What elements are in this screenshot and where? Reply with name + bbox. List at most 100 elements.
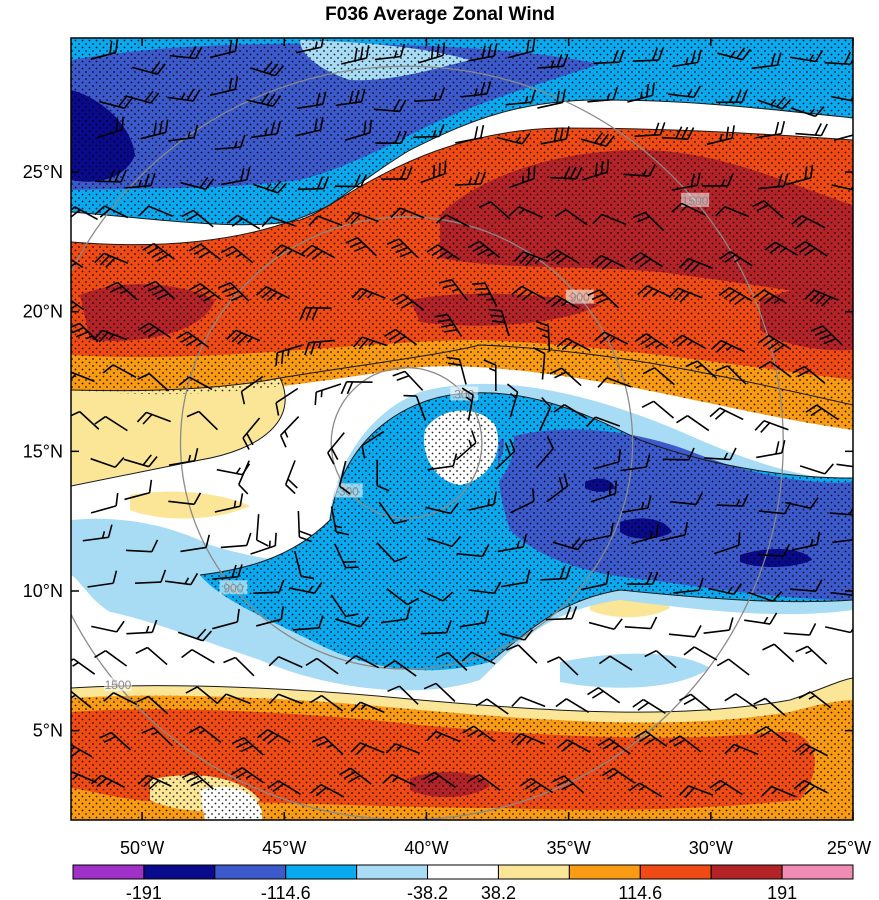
- wind-barb: [668, 85, 702, 99]
- wind-barb: [753, 289, 787, 305]
- wind-barb: [181, 209, 214, 228]
- wind-barb: [132, 61, 166, 75]
- wind-barb: [799, 463, 834, 475]
- wind-barb: [497, 534, 527, 553]
- wind-barb: [794, 743, 829, 757]
- wind-barb: [478, 201, 511, 220]
- wind-barb: [833, 131, 853, 141]
- range-ring-label: 300: [454, 388, 474, 402]
- wind-barb: [545, 295, 580, 310]
- wind-barb: [757, 544, 790, 557]
- range-ring-label: 900: [570, 291, 590, 305]
- wind-barb: [668, 735, 702, 753]
- wind-barb: [384, 328, 418, 346]
- wind-barb: [284, 460, 298, 495]
- wind-barb: [226, 214, 261, 230]
- plot-frame: [70, 37, 854, 821]
- wind-barb: [508, 206, 543, 219]
- wind-barb: [90, 774, 125, 788]
- wind-barb: [94, 649, 128, 667]
- wind-barb: [708, 583, 743, 596]
- wind-barb: [142, 242, 175, 262]
- wind-barb: [537, 53, 569, 69]
- wind-barb: [703, 617, 734, 634]
- wind-barb: [330, 594, 359, 618]
- stipple-westerly-belt: [71, 128, 853, 430]
- y-tick-label: 5°N: [33, 721, 63, 741]
- wind-barb: [352, 336, 388, 350]
- wind-barb: [137, 322, 172, 339]
- wind-barb: [762, 643, 795, 663]
- wind-barb: [552, 537, 587, 551]
- wind-barb: [461, 387, 474, 421]
- wind-barb: [414, 87, 446, 103]
- wind-barb: [506, 644, 538, 664]
- wind-barb: [506, 383, 519, 418]
- wind-barb: [597, 738, 631, 755]
- wind-barb: [403, 394, 427, 421]
- wind-barb: [90, 492, 119, 514]
- wind-barb: [715, 205, 750, 218]
- wind-barb: [580, 132, 615, 147]
- wind-barb: [461, 651, 496, 665]
- wind-barb: [467, 240, 501, 259]
- wind-barb: [587, 687, 621, 704]
- colorbar-swatch: [143, 864, 216, 880]
- x-tick-label: 40°W: [404, 838, 448, 858]
- wind-barb: [295, 117, 324, 137]
- colorbar-swatch: [427, 864, 499, 880]
- x-tick-label: 50°W: [120, 838, 164, 858]
- wind-barb: [387, 685, 419, 705]
- wind-barb: [180, 534, 211, 553]
- wind-barb: [124, 479, 153, 501]
- wind-barb: [71, 258, 84, 269]
- wind-barb: [671, 202, 706, 216]
- stipple-south: [71, 695, 853, 820]
- wind-barb: [641, 400, 675, 419]
- wind-barb: [140, 119, 169, 140]
- wind-barb: [178, 376, 213, 391]
- wind-barb: [556, 739, 591, 753]
- wind-barb: [90, 39, 119, 61]
- wind-barb: [538, 397, 552, 432]
- wind-barb: [580, 571, 610, 591]
- wind-barb: [327, 432, 345, 465]
- wind-barb: [472, 282, 498, 307]
- range-ring-label: 300: [339, 484, 359, 498]
- wind-barb: [659, 522, 689, 542]
- wind-barb: [345, 654, 380, 669]
- wind-barb: [294, 550, 315, 580]
- wind-barb: [288, 581, 323, 594]
- wind-barb: [261, 216, 296, 228]
- chart-title: F036 Average Zonal Wind: [325, 4, 555, 25]
- wind-barb: [341, 45, 370, 65]
- wind-barb: [505, 89, 537, 106]
- wind-barb: [71, 690, 92, 709]
- wind-barb: [334, 543, 359, 569]
- wind-barb: [602, 767, 636, 784]
- wind-barb: [188, 243, 222, 261]
- wind-barb: [426, 535, 462, 548]
- wind-barb: [546, 656, 579, 676]
- wind-barb: [724, 693, 758, 710]
- colorbar-swatch: [285, 864, 358, 880]
- wind-barb: [510, 488, 535, 514]
- wind-barb: [382, 773, 417, 787]
- wind-barb: [634, 730, 668, 747]
- x-tick-label: 35°W: [547, 838, 591, 858]
- wind-barb: [537, 89, 566, 109]
- wind-barb: [590, 480, 618, 503]
- wind-barb: [135, 646, 168, 666]
- wind-barb: [296, 91, 327, 110]
- wind-barb: [99, 95, 133, 110]
- wind-barb: [350, 742, 385, 755]
- wind-barb: [177, 628, 212, 642]
- wind-barb: [242, 417, 261, 450]
- wind-barb: [82, 524, 113, 542]
- wind-barb: [305, 657, 339, 675]
- wind-barb: [373, 99, 407, 113]
- wind-barb: [250, 532, 277, 555]
- wind-barb: [593, 49, 625, 65]
- wind-barb: [753, 697, 786, 717]
- wind-barb: [468, 581, 502, 595]
